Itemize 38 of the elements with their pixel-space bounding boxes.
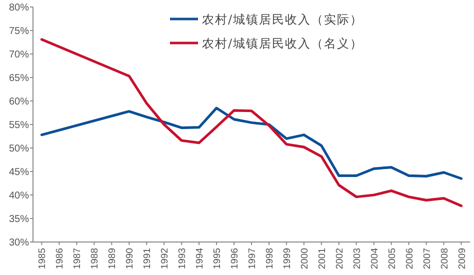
y-tick-label: 30% [8,238,30,248]
x-tick-label: 2002 [334,248,346,270]
x-tick-label: 1985 [37,248,48,270]
x-tick-label: 1987 [72,248,84,270]
x-tick-label: 1988 [90,248,101,270]
x-tick-label: 1993 [177,248,188,270]
y-tick-label: 70% [8,50,30,60]
x-tick-label: 2000 [299,248,310,270]
x-tick-label: 2001 [316,248,328,270]
x-tick-label: 1991 [142,248,154,270]
x-tick-label: 1986 [54,248,66,270]
x-tick-label: 1998 [264,248,276,270]
legend-label: 农村/城镇居民收入（名义） [202,36,364,50]
y-tick-label: 40% [8,190,30,202]
y-tick-label: 50% [8,144,30,154]
x-tick-label: 1997 [247,248,258,270]
x-tick-label: 2003 [352,248,363,270]
x-tick-label: 2009 [456,248,468,270]
y-tick-label: 45% [8,167,30,178]
x-tick-label: 1989 [107,248,118,270]
y-tick-label: 60% [8,96,30,108]
x-tick-label: 2007 [422,248,433,270]
x-tick-label: 1999 [282,248,293,270]
x-tick-label: 2006 [404,248,416,270]
y-tick-label: 80% [8,2,30,14]
y-tick-label: 65% [8,73,30,84]
x-tick-label: 1996 [230,248,241,270]
x-tick-label: 1990 [124,248,136,270]
x-tick-label: 1995 [212,248,224,270]
x-tick-label: 1992 [160,248,171,270]
y-tick-label: 75% [8,26,30,37]
legend-label: 农村/城镇居民收入（实际） [202,12,364,26]
y-tick-label: 35% [8,214,30,225]
x-tick-label: 2004 [369,248,380,270]
x-tick-label: 2008 [439,248,450,270]
y-tick-label: 55% [8,120,30,131]
x-tick-label: 1994 [194,248,206,270]
x-tick-label: 2005 [386,248,398,270]
